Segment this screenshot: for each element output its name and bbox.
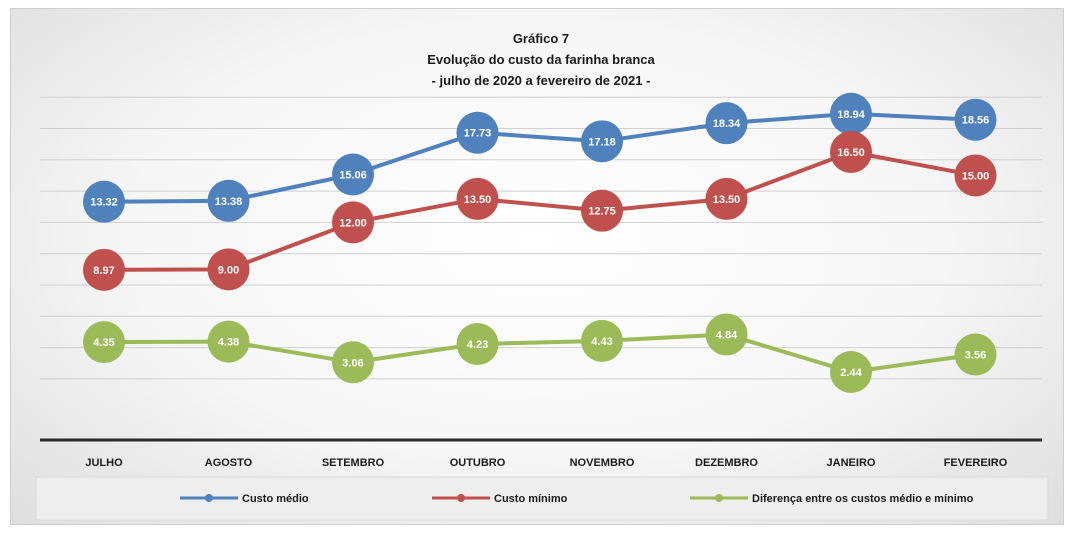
data-point	[207, 179, 250, 222]
data-point	[581, 319, 623, 362]
series-markers: 13.32 13.38 15.06 17.73 17.18 18.34 18.94 18.56…	[83, 92, 997, 394]
data-point	[332, 153, 374, 196]
data-label: 18.34	[713, 118, 741, 130]
legend-marker	[457, 494, 465, 502]
data-point	[207, 248, 250, 291]
data-label: 4.38	[218, 337, 239, 349]
data-label: 17.73	[464, 128, 492, 140]
data-label: 17.18	[588, 136, 616, 148]
data-label: 12.75	[588, 206, 616, 218]
x-tick-label: AGOSTO	[205, 457, 253, 469]
data-point	[332, 201, 374, 244]
data-label: 12.00	[339, 217, 367, 229]
data-point	[705, 313, 748, 356]
data-label: 13.38	[215, 196, 243, 208]
data-label: 4.84	[716, 329, 738, 341]
data-label: 3.06	[342, 357, 363, 369]
series-line	[103, 149, 976, 272]
data-point	[83, 248, 125, 291]
legend: Custo médio Custo mínimo Diferença entre o…	[180, 493, 974, 505]
data-label: 13.50	[713, 194, 741, 206]
data-point	[581, 189, 623, 232]
data-label: 15.06	[339, 170, 367, 182]
data-label: 13.50	[464, 194, 492, 206]
data-point	[954, 154, 997, 197]
data-label: 18.94	[837, 109, 865, 121]
data-label: 8.97	[93, 265, 114, 277]
chart-subtitle-line-2: - julho de 2020 a fevereiro de 2021 -	[432, 73, 651, 88]
x-tick-label: OUTUBRO	[450, 457, 506, 469]
x-axis: JULHO AGOSTO SETEMBRO OUTUBRO NOVEMBRO DEZEMB…	[85, 457, 1007, 469]
legend-label: Diferença entre os custos médio e mínimo	[752, 493, 974, 505]
data-point	[332, 341, 374, 384]
legend-marker	[715, 494, 723, 502]
data-point	[83, 180, 125, 223]
data-label: 4.23	[467, 339, 488, 351]
x-tick-label: SETEMBRO	[322, 457, 385, 469]
data-point	[705, 102, 748, 145]
data-label: 3.56	[965, 349, 986, 361]
data-point	[954, 333, 997, 376]
data-label: 15.00	[962, 170, 990, 182]
data-label: 13.32	[90, 197, 118, 209]
chart-title: Gráfico 7	[513, 31, 569, 46]
data-point	[207, 320, 250, 363]
data-point	[581, 120, 623, 163]
data-label: 18.56	[962, 115, 990, 127]
x-tick-label: FEVEREIRO	[944, 457, 1008, 469]
data-label: 16.50	[837, 147, 865, 159]
gridlines	[40, 96, 1042, 442]
chart-title-group: Gráfico 7 Evolução do custo da farinha b…	[427, 31, 655, 88]
legend-marker	[205, 494, 213, 502]
data-label: 4.35	[93, 337, 114, 349]
data-point	[830, 351, 872, 394]
x-tick-label: DEZEMBRO	[695, 457, 758, 469]
data-point	[456, 111, 499, 154]
data-label: 2.44	[840, 367, 862, 379]
data-label: 4.43	[591, 336, 612, 348]
x-tick-label: NOVEMBRO	[570, 457, 635, 469]
legend-label: Custo mínimo	[494, 493, 568, 505]
legend-label: Custo médio	[242, 493, 309, 505]
data-point	[456, 177, 499, 220]
chart-subtitle-line-1: Evolução do custo da farinha branca	[427, 52, 655, 67]
data-point	[456, 323, 499, 366]
series-line	[103, 332, 976, 375]
data-point	[830, 130, 872, 173]
data-point	[705, 177, 748, 220]
data-point	[83, 321, 125, 364]
data-label: 9.00	[218, 264, 239, 276]
x-tick-label: JANEIRO	[827, 457, 876, 469]
x-tick-label: JULHO	[85, 457, 123, 469]
data-point	[830, 92, 872, 135]
data-point	[954, 98, 997, 141]
